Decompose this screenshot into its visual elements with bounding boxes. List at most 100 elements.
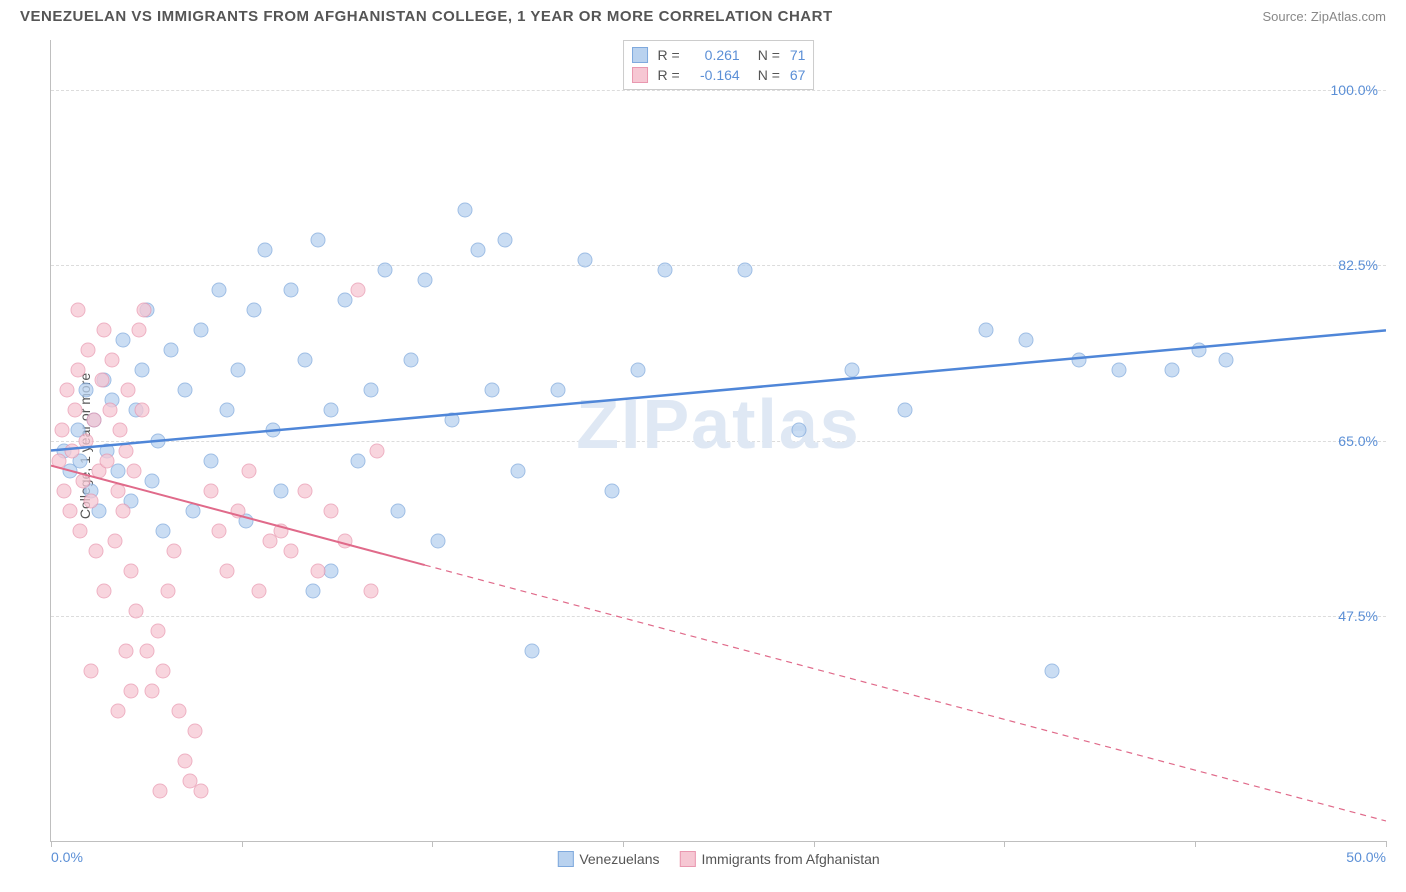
x-tick <box>814 841 815 847</box>
legend-item: Immigrants from Afghanistan <box>680 851 880 867</box>
scatter-point <box>89 543 104 558</box>
n-label: N = <box>758 47 780 63</box>
scatter-point <box>604 483 619 498</box>
r-label: R = <box>658 67 680 83</box>
scatter-point <box>153 783 168 798</box>
scatter-point <box>230 503 245 518</box>
legend-label: Immigrants from Afghanistan <box>702 851 880 867</box>
scatter-point <box>898 403 913 418</box>
scatter-point <box>97 583 112 598</box>
scatter-point <box>188 723 203 738</box>
scatter-point <box>100 453 115 468</box>
scatter-point <box>324 403 339 418</box>
scatter-point <box>145 683 160 698</box>
x-tick <box>242 841 243 847</box>
scatter-point <box>241 463 256 478</box>
scatter-point <box>284 283 299 298</box>
scatter-point <box>164 343 179 358</box>
correlation-legend-row: R = 0.261N = 71 <box>632 45 806 65</box>
scatter-point <box>185 503 200 518</box>
plot-region: ZIPatlas R = 0.261N = 71R = -0.164N = 67… <box>50 40 1386 842</box>
x-tick-label: 0.0% <box>51 849 83 865</box>
scatter-point <box>73 523 88 538</box>
scatter-point <box>126 463 141 478</box>
scatter-point <box>351 453 366 468</box>
scatter-point <box>108 533 123 548</box>
scatter-point <box>337 533 352 548</box>
scatter-point <box>311 233 326 248</box>
legend-swatch <box>557 851 573 867</box>
scatter-point <box>156 663 171 678</box>
scatter-point <box>551 383 566 398</box>
scatter-point <box>70 303 85 318</box>
scatter-point <box>658 263 673 278</box>
scatter-point <box>1018 333 1033 348</box>
n-label: N = <box>758 67 780 83</box>
legend-label: Venezuelans <box>579 851 659 867</box>
x-tick <box>623 841 624 847</box>
scatter-point <box>246 303 261 318</box>
scatter-point <box>311 563 326 578</box>
scatter-point <box>121 383 136 398</box>
r-value: -0.164 <box>690 67 740 83</box>
scatter-point <box>116 503 131 518</box>
r-label: R = <box>658 47 680 63</box>
scatter-point <box>220 403 235 418</box>
scatter-point <box>444 413 459 428</box>
scatter-point <box>297 483 312 498</box>
scatter-point <box>102 403 117 418</box>
scatter-point <box>193 783 208 798</box>
scatter-point <box>94 373 109 388</box>
scatter-point <box>305 583 320 598</box>
scatter-point <box>404 353 419 368</box>
scatter-point <box>156 523 171 538</box>
scatter-point <box>257 243 272 258</box>
scatter-point <box>471 243 486 258</box>
scatter-point <box>118 443 133 458</box>
scatter-point <box>204 453 219 468</box>
scatter-point <box>60 383 75 398</box>
scatter-point <box>134 403 149 418</box>
scatter-point <box>177 753 192 768</box>
scatter-point <box>81 343 96 358</box>
scatter-points-layer <box>51 40 1386 841</box>
scatter-point <box>76 473 91 488</box>
scatter-point <box>166 543 181 558</box>
scatter-point <box>177 383 192 398</box>
scatter-point <box>364 383 379 398</box>
scatter-point <box>377 263 392 278</box>
scatter-point <box>738 263 753 278</box>
scatter-point <box>791 423 806 438</box>
scatter-point <box>497 233 512 248</box>
legend-swatch <box>632 67 648 83</box>
scatter-point <box>78 383 93 398</box>
scatter-point <box>324 563 339 578</box>
scatter-point <box>1218 353 1233 368</box>
scatter-point <box>364 583 379 598</box>
scatter-point <box>52 453 67 468</box>
scatter-point <box>511 463 526 478</box>
scatter-point <box>297 353 312 368</box>
scatter-point <box>116 333 131 348</box>
scatter-point <box>1045 663 1060 678</box>
x-tick-label: 50.0% <box>1346 849 1386 865</box>
scatter-point <box>129 603 144 618</box>
scatter-point <box>57 483 72 498</box>
scatter-point <box>212 283 227 298</box>
scatter-point <box>150 433 165 448</box>
scatter-point <box>110 703 125 718</box>
scatter-point <box>391 503 406 518</box>
scatter-point <box>1165 363 1180 378</box>
scatter-point <box>351 283 366 298</box>
scatter-point <box>265 423 280 438</box>
x-tick <box>1386 841 1387 847</box>
scatter-point <box>337 293 352 308</box>
scatter-point <box>631 363 646 378</box>
scatter-point <box>324 503 339 518</box>
scatter-point <box>70 363 85 378</box>
scatter-point <box>150 623 165 638</box>
correlation-legend: R = 0.261N = 71R = -0.164N = 67 <box>623 40 815 90</box>
x-tick <box>1004 841 1005 847</box>
scatter-point <box>124 563 139 578</box>
scatter-point <box>84 493 99 508</box>
